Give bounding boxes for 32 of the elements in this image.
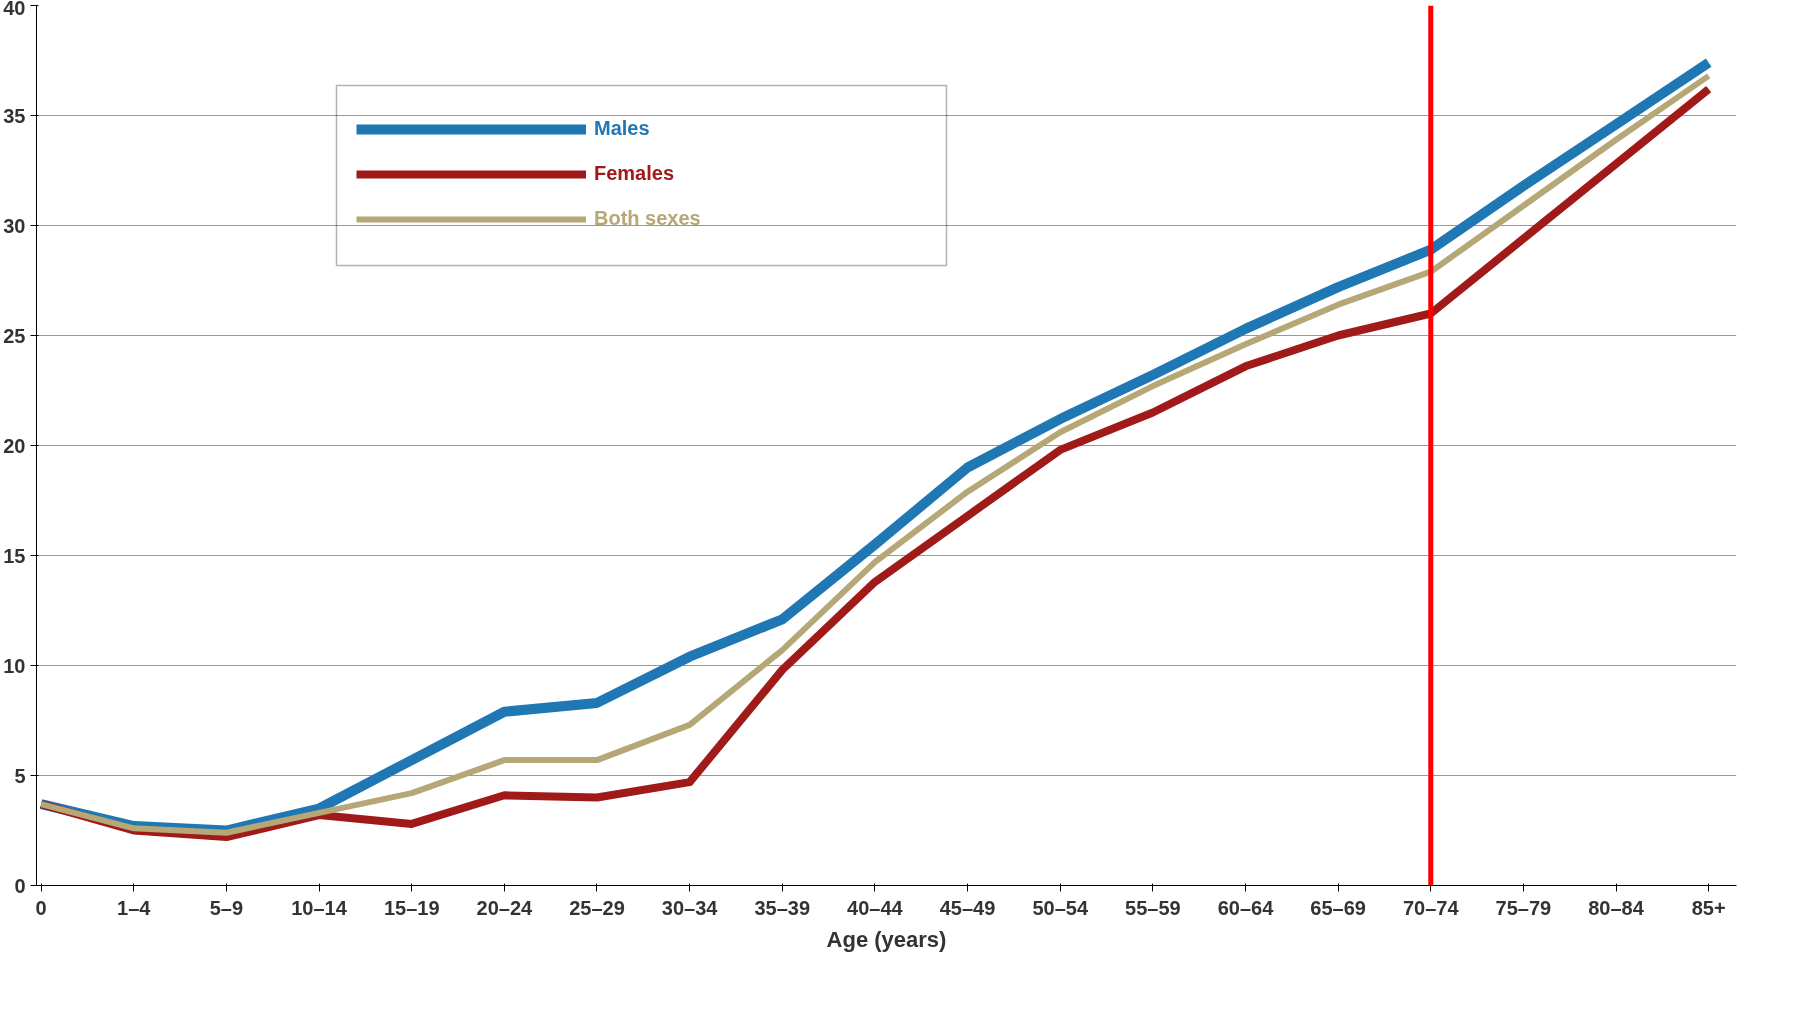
x-tick-label: 75–79 [1495,896,1552,919]
x-tick-label: 55–59 [1125,896,1181,919]
y-tick-label: 35 [3,104,26,127]
x-tick-label: 45–49 [939,896,996,919]
x-tick-label: 40–44 [847,896,904,919]
x-tick-label: 1–4 [117,896,152,919]
x-tick-label: 65–69 [1310,896,1366,919]
x-tick-label: 80–84 [1588,896,1645,919]
y-tick-label: 25 [3,324,26,347]
x-tick-label: 30–34 [661,896,719,919]
x-tick-label: 0 [35,896,47,919]
text: Females [594,162,675,185]
x-axis-title: Age (years) [826,926,947,952]
y-tick-label: 20 [3,434,26,457]
x-tick-label: 5–9 [209,896,244,919]
text: Both sexes [594,207,701,230]
x-tick-label: 15–19 [383,896,440,919]
x-tick-label: 50–54 [1032,896,1089,919]
x-tick-label: 25–29 [569,896,625,919]
y-tick-label: 40 [3,0,26,19]
y-tick-label: 15 [3,544,26,567]
x-tick-label: 85+ [1691,896,1726,919]
x-tick-label: 35–39 [754,896,811,919]
y-tick-label: 0 [14,874,26,897]
y-tick-label: 5 [14,764,26,787]
y-tick-label: 10 [3,654,26,677]
x-tick-label: 60–64 [1217,896,1275,919]
text: Males [594,117,650,140]
x-tick-label: 10–14 [291,896,348,919]
x-tick-label: 70–74 [1402,896,1460,919]
x-tick-label: 20–24 [476,896,534,919]
y-tick-label: 30 [3,214,26,237]
